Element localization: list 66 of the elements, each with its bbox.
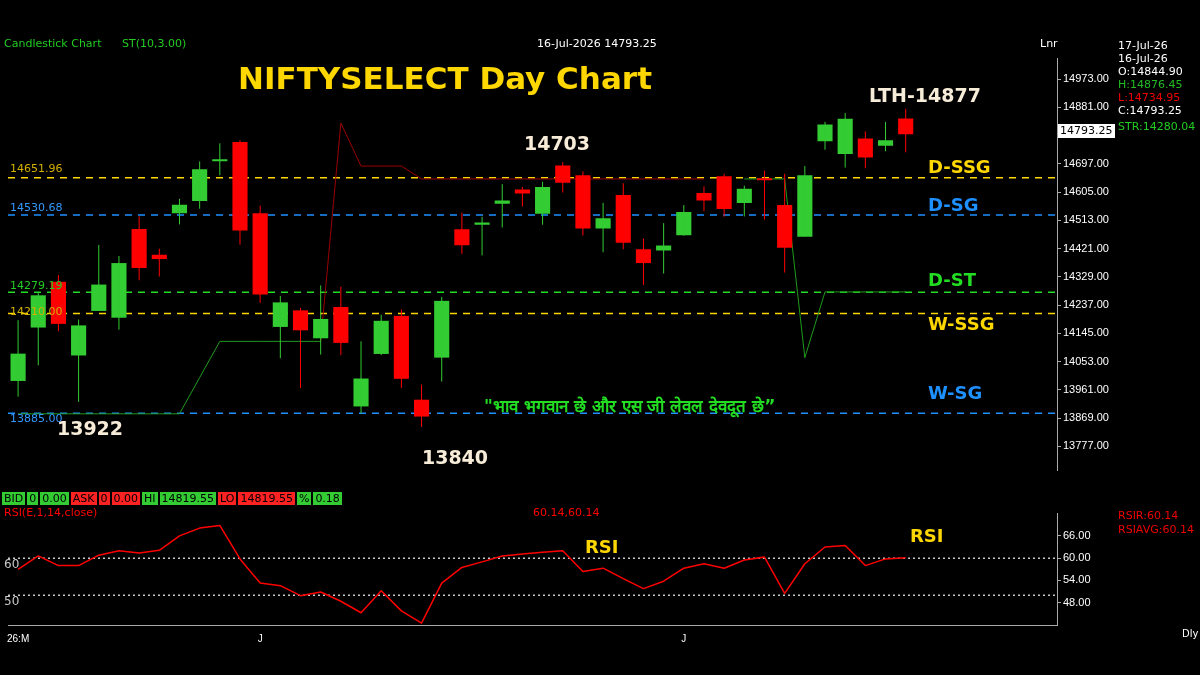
text: C:14793.25 <box>1118 104 1182 118</box>
x-tick-label: 26:M <box>6 632 30 644</box>
ref-line-label: 50 <box>4 594 20 609</box>
y-tick-label: 13869.00 <box>1063 411 1109 424</box>
ref-line-label: D-SG <box>928 193 979 215</box>
text: % <box>296 492 312 505</box>
text: 0 <box>98 492 110 505</box>
annotation: RSI(E,1,14,close) <box>4 506 98 520</box>
y-tick-label: 14973.00 <box>1063 72 1109 85</box>
text: RSIAVG:60.14 <box>1118 523 1194 537</box>
y-tick-label: 14881.00 <box>1063 100 1109 113</box>
annotation: 14530.68 <box>10 201 63 215</box>
annotation: 14651.96 <box>10 162 63 176</box>
y-tick-label: 60.00 <box>1063 551 1091 564</box>
text: 17-Jul-26 <box>1118 39 1168 53</box>
ref-line-label: W-SSG <box>928 313 995 335</box>
y-tick-label: 14329.00 <box>1063 269 1109 282</box>
x-tick-label: J <box>257 632 263 644</box>
text: 0.00 <box>111 492 140 505</box>
text: Lnr <box>1040 37 1058 51</box>
text: Candlestick Chart <box>4 37 102 51</box>
ref-line-label: D-SSG <box>928 156 991 178</box>
text: 14819.55 <box>238 492 295 505</box>
y-tick-label: 14237.00 <box>1063 298 1109 311</box>
y-tick-label: 14513.00 <box>1063 213 1109 226</box>
annotation: "भाव भगवान छे और एस जी लेवल देवदूत छे” <box>484 396 776 416</box>
text: O:14844.90 <box>1118 65 1183 79</box>
y-tick-label: 13777.00 <box>1063 439 1109 452</box>
y-tick-label: 14421.00 <box>1063 241 1109 254</box>
text: HI <box>142 492 158 505</box>
text: L:14734.95 <box>1118 91 1181 105</box>
chart-title: NIFTYSELECT Day Chart <box>238 60 652 96</box>
annotation: RSI <box>585 536 619 557</box>
annotation: 14210.00 <box>10 305 63 319</box>
text: ST(10,3.00) <box>122 37 187 51</box>
text: BID <box>2 492 26 505</box>
text: 0.18 <box>313 492 342 505</box>
annotation: RSI <box>910 525 944 546</box>
text: Dly <box>1182 628 1199 639</box>
x-tick-label: J <box>681 632 687 644</box>
y-tick-label: 66.00 <box>1063 528 1091 541</box>
annotation: 14703 <box>523 131 591 154</box>
text: LO <box>218 492 237 505</box>
text: 0 <box>27 492 39 505</box>
text: STR:14280.04 <box>1118 120 1196 134</box>
annotation: 13840 <box>421 445 489 468</box>
text: ASK <box>70 492 97 505</box>
ref-line-label: W-SG <box>928 381 983 403</box>
annotation: 60.14,60.14 <box>533 506 600 520</box>
text: 14819.55 <box>159 492 217 505</box>
annotation: LTH-14877 <box>869 83 981 106</box>
text: 16-Jul-26 <box>1118 52 1168 66</box>
y-tick-label: 14053.00 <box>1063 354 1109 367</box>
y-tick-label: 13961.00 <box>1063 382 1109 395</box>
text: 14793.25 <box>1058 124 1115 139</box>
text: 16-Jul-2026 14793.25 <box>537 37 657 51</box>
text: RSIR:60.14 <box>1118 509 1179 523</box>
ref-line-label: D-ST <box>928 268 977 290</box>
y-tick-label: 54.00 <box>1063 573 1091 586</box>
y-tick-label: 48.00 <box>1063 595 1091 608</box>
text: H:14876.45 <box>1118 78 1183 92</box>
y-tick-label: 14697.00 <box>1063 156 1109 169</box>
y-tick-label: 14605.00 <box>1063 185 1109 198</box>
text: 0.00 <box>40 492 69 505</box>
ref-line-label: 60 <box>4 557 20 572</box>
y-tick-label: 14145.00 <box>1063 326 1109 339</box>
